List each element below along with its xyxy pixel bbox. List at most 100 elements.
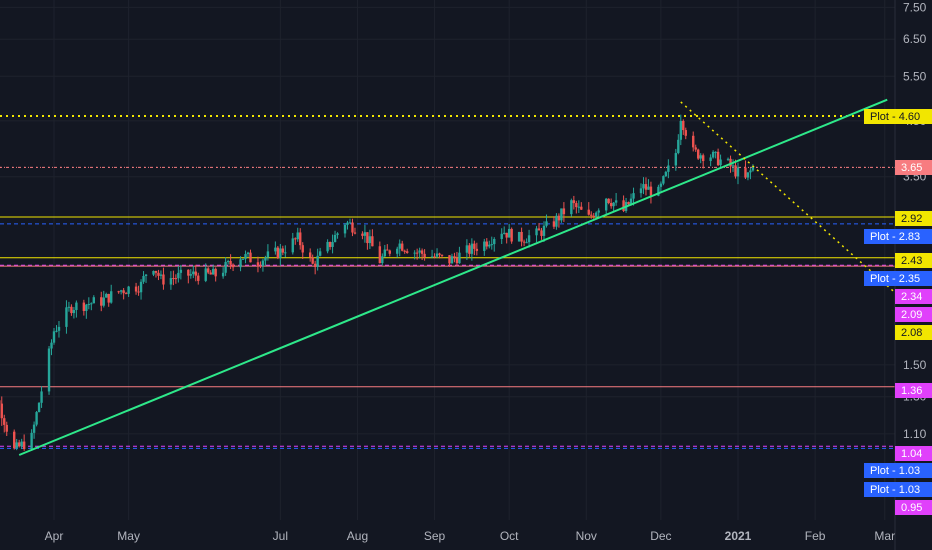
candle-197 [662, 175, 665, 186]
candle-body-41 [119, 290, 123, 292]
candle-23 [55, 325, 58, 333]
candle-13 [20, 438, 23, 450]
candle-180 [604, 197, 608, 216]
candle-body-40 [117, 291, 120, 293]
candle-body-15 [30, 432, 33, 450]
candle-42 [122, 288, 125, 300]
candle-body-215 [726, 158, 730, 160]
candle-19 [40, 386, 43, 408]
time-tick-aug: Aug [347, 529, 368, 543]
candle-207 [697, 148, 700, 160]
candle-190 [639, 183, 643, 198]
candle-158 [525, 238, 528, 244]
candle-body-29 [75, 302, 78, 311]
candle-body-153 [507, 228, 511, 238]
candle-body-23 [55, 330, 58, 332]
candle-110 [361, 231, 364, 240]
candle-body-162 [540, 230, 543, 236]
candle-156 [520, 227, 523, 247]
candle-194 [649, 181, 653, 204]
candle-body-45 [134, 286, 138, 292]
tag-292: 2.92 [895, 211, 932, 226]
tag-234: 2.34 [895, 289, 932, 304]
tag-plot-235: Plot - 2.35 [864, 271, 932, 286]
candle-body-9 [5, 424, 8, 432]
candle-101 [328, 241, 332, 250]
candle-body-182 [609, 203, 613, 207]
candle-body-154 [510, 228, 513, 242]
candle-body-170 [570, 200, 573, 215]
candle-body-140 [465, 245, 469, 253]
candle-109 [353, 227, 357, 235]
time-tick-sep: Sep [424, 529, 446, 543]
tag-last-price-label: 3.65 [901, 162, 922, 174]
candle-body-223 [751, 166, 755, 171]
tag-plot-460: Plot - 4.60 [864, 109, 932, 124]
time-axis[interactable]: Apr May Jul Aug Sep Oct Nov Dec 2021 Feb Mar [45, 529, 895, 543]
candle-body-126 [415, 252, 419, 254]
candle-body-185 [622, 200, 625, 211]
candle-165 [552, 216, 556, 230]
candle-body-108 [351, 222, 354, 233]
candle-38 [107, 293, 110, 307]
candle-182 [609, 198, 613, 209]
tag-plot-460-label: Plot - 4.60 [870, 111, 920, 123]
candle-54 [162, 267, 165, 290]
candle-body-110 [361, 233, 364, 236]
candle-body-27 [70, 306, 73, 314]
horizontal-levels [0, 115, 895, 449]
tag-095: 0.95 [895, 500, 932, 515]
candle-26 [67, 301, 71, 312]
candle-213 [716, 148, 720, 167]
candle-body-17 [35, 412, 38, 425]
candle-body-145 [483, 241, 486, 251]
candle-body-97 [313, 263, 317, 268]
candle-body-69 [214, 268, 217, 277]
candle-body-22 [52, 331, 56, 343]
candle-181 [607, 198, 610, 205]
candle-146 [485, 238, 488, 250]
candle-body-80 [256, 262, 260, 266]
candle-body-61 [189, 274, 192, 276]
candle-217 [731, 159, 735, 172]
candle-body-184 [614, 200, 618, 203]
candle-body-122 [401, 243, 404, 251]
candle-48 [142, 271, 145, 284]
candle-body-65 [204, 268, 207, 281]
candle-body-134 [440, 254, 444, 256]
candle-body-188 [629, 198, 633, 205]
candle-body-171 [572, 200, 576, 204]
candle-118 [386, 244, 389, 251]
candle-130 [430, 249, 434, 259]
candle-body-124 [405, 251, 409, 253]
candle-body-128 [420, 250, 424, 254]
candle-body-120 [396, 248, 399, 254]
candle-152 [505, 232, 508, 244]
candle-body-121 [398, 243, 401, 249]
candle-body-16 [32, 424, 36, 433]
candle-142 [470, 238, 474, 261]
candle-102 [331, 234, 334, 254]
candle-200 [674, 148, 678, 171]
candle-50 [152, 270, 155, 277]
candle-123 [403, 249, 406, 254]
candle-body-146 [485, 241, 488, 247]
candle-body-168 [560, 208, 563, 221]
candle-52 [157, 269, 160, 281]
candle-61 [189, 269, 192, 279]
candle-66 [207, 267, 210, 275]
candle-body-96 [311, 257, 314, 264]
candle-body-189 [632, 193, 635, 199]
candle-35 [100, 291, 103, 312]
candle-body-103 [333, 234, 337, 243]
candle-166 [555, 213, 558, 230]
tag-plot-235-label: Plot - 2.35 [870, 273, 920, 285]
candle-body-43 [124, 293, 128, 295]
candle-43 [124, 291, 128, 295]
candle-122 [401, 240, 404, 252]
candle-body-66 [207, 268, 210, 273]
candle-body-20 [47, 348, 51, 392]
candle-body-31 [85, 304, 88, 311]
time-tick-jul: Jul [273, 529, 288, 543]
